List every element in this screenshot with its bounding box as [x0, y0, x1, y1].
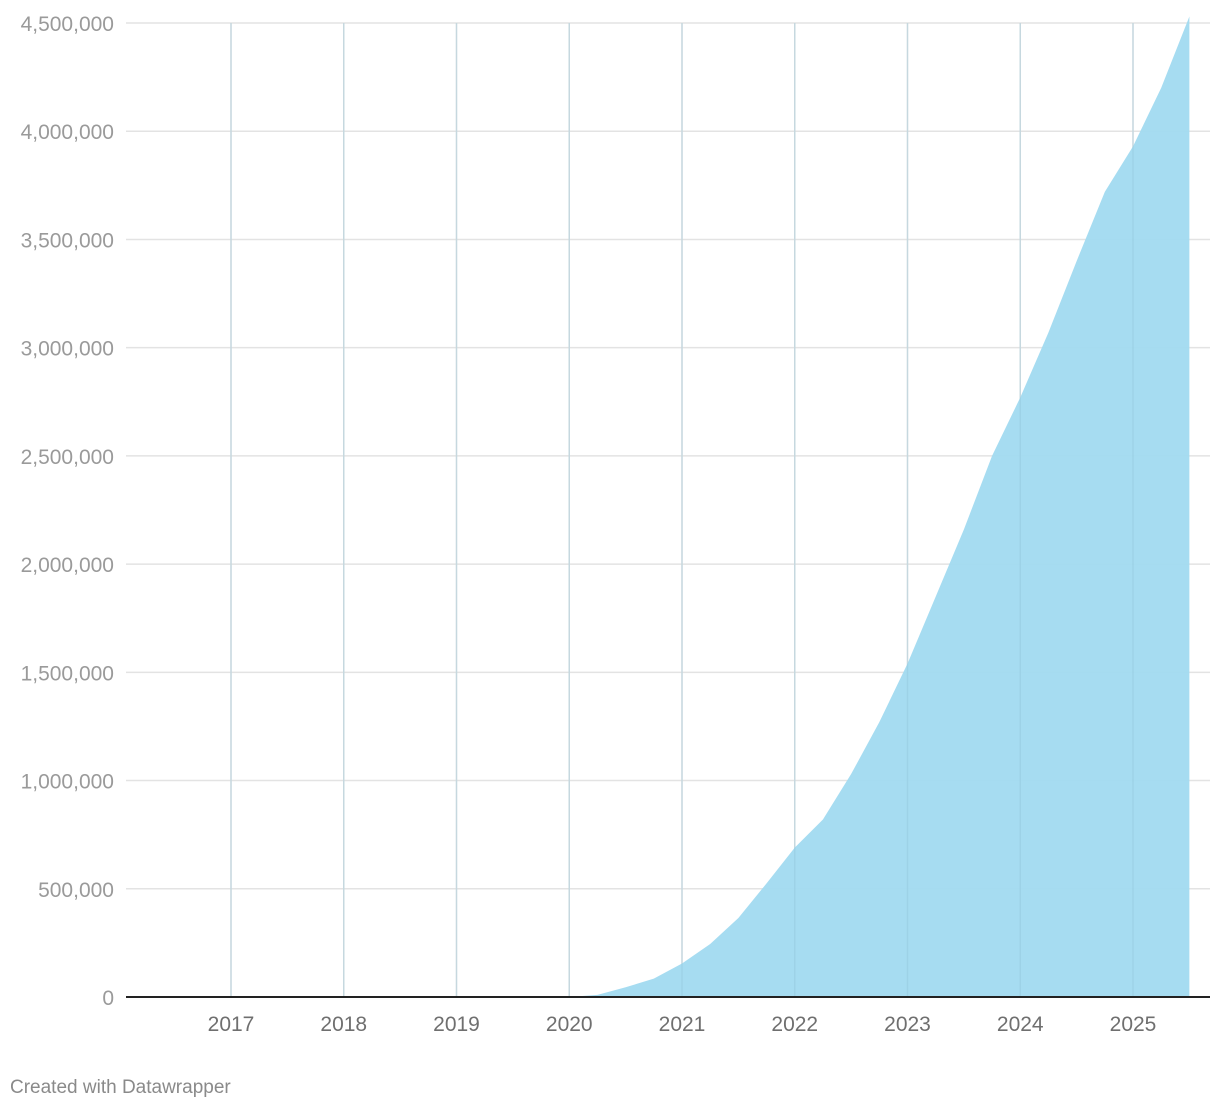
y-tick-label: 4,000,000	[21, 121, 114, 144]
x-tick-label: 2020	[546, 1013, 593, 1036]
y-tick-label: 2,000,000	[21, 554, 114, 577]
x-tick-label: 2021	[659, 1013, 706, 1036]
y-tick-label: 1,500,000	[21, 662, 114, 685]
x-tick-label: 2024	[997, 1013, 1044, 1036]
x-axis-ticks: 2017 2018 2019 2020 2021 2022 2023 2024 2025	[208, 1013, 1157, 1036]
y-tick-label: 1,000,000	[21, 771, 114, 794]
x-tick-label: 2023	[884, 1013, 931, 1036]
y-tick-label: 3,500,000	[21, 229, 114, 252]
y-tick-label: 4,500,000	[21, 13, 114, 36]
y-tick-label: 0	[102, 987, 114, 1010]
x-tick-label: 2022	[771, 1013, 818, 1036]
x-tick-label: 2025	[1110, 1013, 1157, 1036]
y-tick-label: 2,500,000	[21, 446, 114, 469]
area-series	[569, 16, 1190, 997]
x-tick-label: 2018	[320, 1013, 367, 1036]
x-tick-label: 2017	[208, 1013, 255, 1036]
y-axis-ticks: 0 500,000 1,000,000 1,500,000 2,000,000 2,500…	[21, 13, 114, 1010]
vertical-gridlines-overlay	[230, 23, 1134, 997]
y-tick-label: 500,000	[38, 879, 114, 902]
y-tick-label: 3,000,000	[21, 338, 114, 361]
x-tick-label: 2019	[433, 1013, 480, 1036]
datawrapper-credit[interactable]: Created with Datawrapper	[10, 1077, 231, 1098]
